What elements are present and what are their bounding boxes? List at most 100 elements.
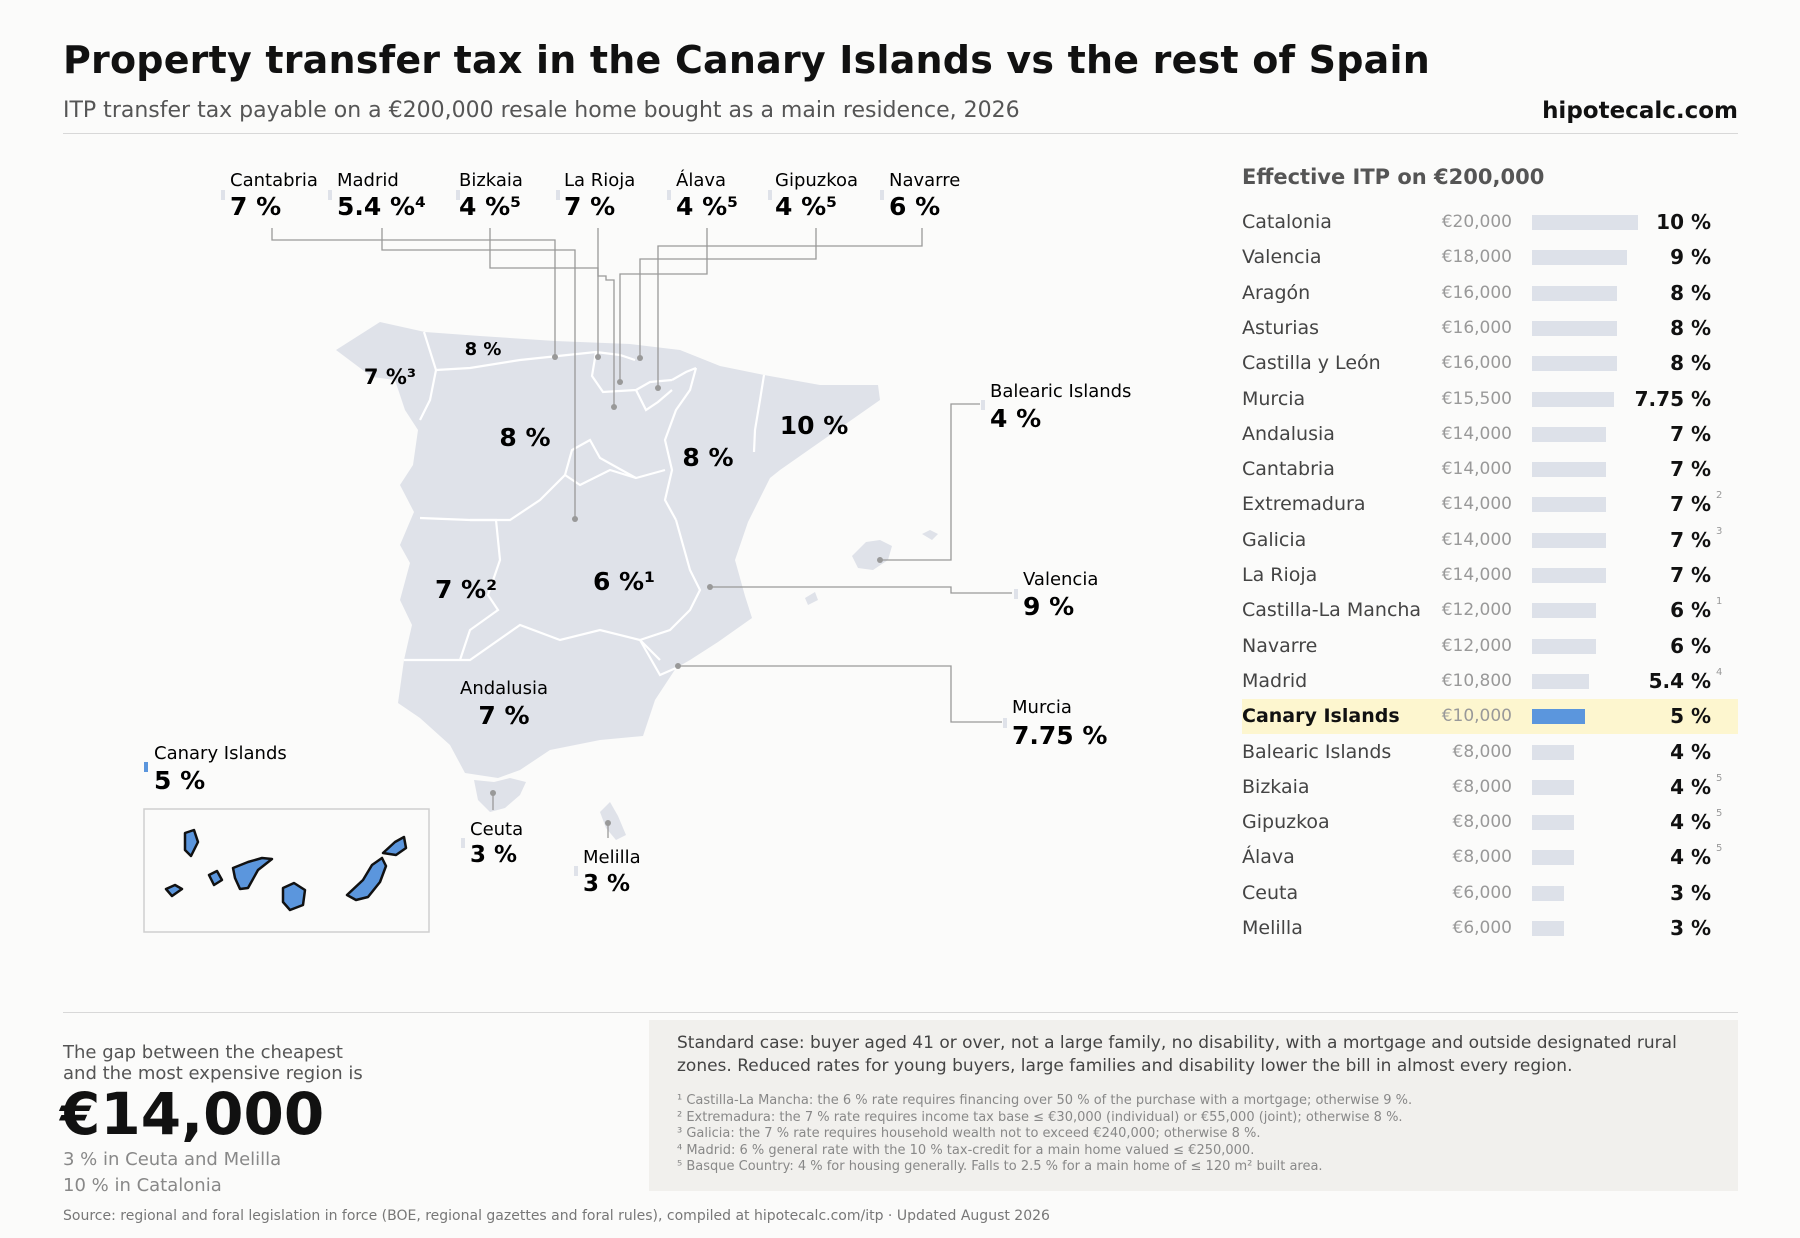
ranking-region-label: Melilla bbox=[1242, 917, 1303, 939]
ranking-row: Galicia €14,000 7 % 3 bbox=[1242, 523, 1738, 558]
callout-name-bizkaia: Bizkaia bbox=[459, 170, 523, 191]
gap-most-expensive: 10 % in Catalonia bbox=[63, 1175, 222, 1196]
leader-dots bbox=[490, 354, 883, 826]
ranking-rate-label: 7 % bbox=[1670, 421, 1711, 446]
callout-rate-gipuzkoa: 4 %⁵ bbox=[775, 192, 837, 221]
callout-name-gipuzkoa: Gipuzkoa bbox=[775, 170, 858, 191]
ranking-bar bbox=[1532, 709, 1585, 725]
ranking-amount-label: €8,000 bbox=[1452, 812, 1512, 833]
ranking-rate-label: 8 % bbox=[1670, 280, 1711, 305]
ranking-amount-label: €14,000 bbox=[1441, 423, 1512, 444]
region-label-aragon: 8 % bbox=[682, 443, 733, 472]
ranking-row: Ceuta €6,000 3 % bbox=[1242, 876, 1738, 911]
callout-rate-canary: 5 % bbox=[154, 766, 205, 795]
ranking-amount-label: €10,000 bbox=[1441, 706, 1512, 727]
ranking-bar bbox=[1532, 285, 1617, 301]
ranking-row: La Rioja €14,000 7 % bbox=[1242, 558, 1738, 593]
ranking-row: Asturias €16,000 8 % bbox=[1242, 311, 1738, 346]
ranking-row: Catalonia €20,000 10 % bbox=[1242, 205, 1738, 240]
footnote: ⁵ Basque Country: 4 % for housing genera… bbox=[677, 1159, 1323, 1174]
ranking-row: Valencia €18,000 9 % bbox=[1242, 240, 1738, 275]
ranking-bar bbox=[1532, 850, 1575, 866]
footnote: ⁴ Madrid: 6 % general rate with the 10 %… bbox=[677, 1142, 1255, 1158]
ranking-region-label: Gipuzkoa bbox=[1242, 811, 1330, 834]
ranking-bar bbox=[1532, 815, 1575, 831]
brand-link[interactable]: hipotecalc.com bbox=[1542, 98, 1738, 124]
ranking-rate-label: 4 % bbox=[1670, 774, 1711, 799]
ranking-region-label: Canary Islands bbox=[1242, 705, 1400, 728]
ranking-rate-label: 4 % bbox=[1670, 810, 1711, 835]
ranking-amount-label: €14,000 bbox=[1441, 565, 1512, 585]
ranking-row: Bizkaia €8,000 4 % 5 bbox=[1242, 770, 1738, 805]
ranking-rate-label: 3 % bbox=[1670, 880, 1711, 905]
chart-title: Property transfer tax in the Canary Isla… bbox=[63, 38, 1430, 82]
callout-rate-navarre: 6 % bbox=[889, 192, 940, 221]
ranking-bar bbox=[1532, 779, 1575, 795]
ranking-bar bbox=[1532, 462, 1607, 478]
gap-caption-line-1: The gap between the cheapest bbox=[63, 1042, 343, 1063]
callout-name-ceuta: Ceuta bbox=[470, 819, 523, 840]
ranking-amount-label: €14,000 bbox=[1441, 459, 1512, 480]
ceuta-shape bbox=[474, 778, 526, 812]
ranking-row: Cantabria €14,000 7 % bbox=[1242, 452, 1738, 487]
balearic-islands-shape bbox=[805, 530, 938, 605]
ranking-rate-label: 7 % bbox=[1670, 492, 1711, 517]
gap-caption-line-2: and the most expensive region is bbox=[63, 1063, 363, 1084]
ranking-amount-label: €15,500 bbox=[1441, 388, 1512, 409]
ranking-region-label: Álava bbox=[1242, 846, 1295, 869]
ranking-rate-label: 7 % bbox=[1670, 457, 1711, 482]
callout-ticks bbox=[144, 190, 1018, 876]
ranking-row: Balearic Islands €8,000 4 % bbox=[1242, 735, 1738, 770]
callout-name-murcia: Murcia bbox=[1012, 697, 1072, 718]
ranking-region-label: La Rioja bbox=[1242, 564, 1318, 586]
ranking-amount-label: €8,000 bbox=[1452, 776, 1512, 797]
spain-mainland bbox=[336, 322, 880, 778]
ranking-region-label: Cantabria bbox=[1242, 458, 1335, 481]
ranking-rate-label: 3 % bbox=[1670, 916, 1711, 940]
ranking-region-label: Catalonia bbox=[1242, 211, 1332, 233]
callout-rate-melilla: 3 % bbox=[583, 871, 630, 897]
ranking-rate-label: 10 % bbox=[1656, 210, 1711, 234]
canary-inset-frame bbox=[143, 808, 430, 933]
footnote: ³ Galicia: the 7 % rate requires househo… bbox=[677, 1126, 1261, 1141]
ranking-bar bbox=[1532, 603, 1596, 619]
ranking-region-label: Madrid bbox=[1242, 669, 1308, 692]
callout-rate-bizkaia: 4 %⁵ bbox=[459, 192, 521, 221]
ranking-amount-label: €6,000 bbox=[1452, 882, 1512, 903]
ranking-rate-label: 5 % bbox=[1670, 704, 1711, 729]
callout-rate-la-rioja: 7 % bbox=[564, 192, 615, 221]
ranking-amount-label: €18,000 bbox=[1441, 247, 1512, 268]
ranking-region-label: Castilla y León bbox=[1242, 352, 1381, 375]
region-label-catalonia: 10 % bbox=[780, 411, 849, 440]
ranking-rate-label: 8 % bbox=[1670, 315, 1711, 340]
ranking-footnote-marker: 1 bbox=[1716, 596, 1723, 608]
ranking-rate-label: 6 % bbox=[1670, 633, 1711, 658]
canary-islands-shapes bbox=[164, 828, 408, 912]
callout-name-andalusia: Andalusia bbox=[460, 678, 548, 699]
ranking-amount-label: €14,000 bbox=[1441, 529, 1512, 550]
ranking-region-label: Ceuta bbox=[1242, 881, 1299, 904]
melilla-shape bbox=[600, 802, 626, 840]
ranking-title: Effective ITP on €200,000 bbox=[1242, 165, 1545, 189]
ranking-bar bbox=[1532, 673, 1590, 689]
ranking-row: Murcia €15,500 7.75 % bbox=[1242, 382, 1738, 417]
chart-subtitle: ITP transfer tax payable on a €200,000 r… bbox=[63, 98, 1020, 123]
ranking-bar bbox=[1532, 885, 1564, 901]
ranking-bar bbox=[1532, 744, 1575, 760]
ranking-row: Castilla y León €16,000 8 % bbox=[1242, 346, 1738, 381]
ranking-rate-label: 7.75 % bbox=[1634, 386, 1711, 411]
callout-name-valencia: Valencia bbox=[1023, 569, 1098, 590]
ranking-footnote-marker: 5 bbox=[1716, 772, 1723, 784]
callout-name-canary: Canary Islands bbox=[154, 743, 287, 764]
ranking-bar bbox=[1532, 391, 1615, 407]
ranking-row: Navarre €12,000 6 % bbox=[1242, 629, 1738, 664]
spain-map: Cantabria 7 % Madrid 5.4 %⁴ Bizkaia 4 %⁵… bbox=[143, 169, 1131, 933]
ranking-region-label: Murcia bbox=[1242, 387, 1306, 410]
ranking-region-label: Valencia bbox=[1242, 246, 1322, 269]
ranking-region-label: Andalusia bbox=[1242, 422, 1335, 445]
ranking-amount-label: €16,000 bbox=[1441, 282, 1512, 303]
ranking-bar bbox=[1532, 532, 1607, 548]
top-divider bbox=[63, 133, 1738, 134]
ranking-region-label: Navarre bbox=[1242, 634, 1318, 657]
ranking-bar bbox=[1532, 356, 1617, 372]
